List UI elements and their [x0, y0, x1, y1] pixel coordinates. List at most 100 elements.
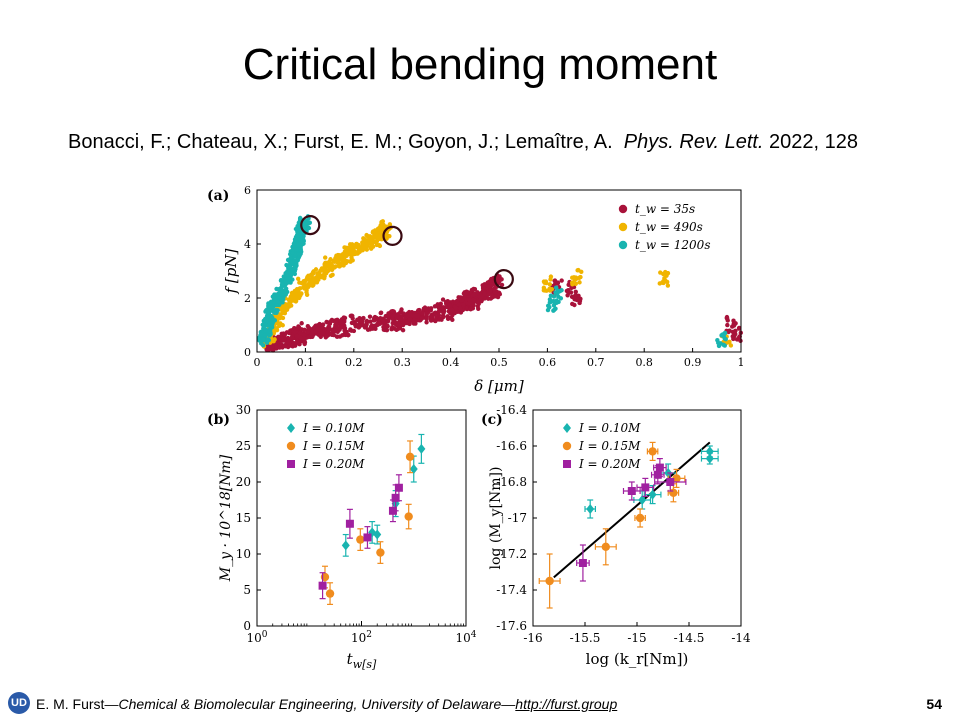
- data-point: [365, 319, 370, 325]
- y-tick-label: 30: [236, 403, 251, 417]
- data-point: [306, 282, 311, 287]
- data-point: [342, 315, 348, 321]
- y-tick-label: -17: [508, 511, 527, 525]
- data-point: [541, 279, 547, 284]
- data-point: [405, 313, 410, 319]
- legend-marker: [286, 441, 296, 451]
- footer: UD E. M. Furst—Chemical & Biomolecular E…: [0, 688, 960, 720]
- y-tick-label: 0: [244, 346, 251, 359]
- data-point: [548, 293, 554, 298]
- data-point: [286, 337, 291, 342]
- data-point: [265, 337, 270, 342]
- data-point: [264, 318, 270, 324]
- data-point: [322, 273, 327, 279]
- y-tick-label: 4: [244, 238, 251, 251]
- citation-journal: Phys. Rev. Lett.: [623, 131, 764, 153]
- data-point: [349, 255, 354, 260]
- y-tick-label: 2: [244, 292, 251, 305]
- data-point: [398, 317, 403, 322]
- legend-marker: [618, 240, 628, 250]
- x-tick-label: -14: [731, 631, 751, 645]
- legend-label: t_w = 490s: [635, 220, 703, 234]
- data-point: [488, 296, 493, 301]
- legend-label: I = 0.15M: [578, 439, 641, 453]
- y-tick-label: 5: [243, 583, 251, 597]
- data-point: [400, 321, 405, 326]
- data-point: [271, 339, 276, 344]
- footer-separator: —: [501, 696, 516, 712]
- data-point: [269, 323, 275, 328]
- data-point: [295, 289, 300, 294]
- data-point: [269, 313, 274, 319]
- x-tick-label: 0: [254, 356, 261, 369]
- data-point: [417, 443, 426, 454]
- data-point: [440, 297, 446, 302]
- data-point: [354, 242, 359, 247]
- legend-label: I = 0.20M: [302, 457, 365, 471]
- data-point: [316, 332, 322, 337]
- data-point: [294, 247, 300, 252]
- data-point: [361, 236, 366, 241]
- data-point: [489, 276, 494, 282]
- data-point: [449, 307, 455, 313]
- data-point: [397, 322, 402, 328]
- data-point: [289, 290, 295, 296]
- y-tick-label: 15: [236, 511, 251, 525]
- data-point: [308, 334, 313, 339]
- data-point: [278, 277, 284, 283]
- data-point: [389, 327, 394, 332]
- data-point: [705, 453, 714, 464]
- data-point: [316, 270, 322, 275]
- data-point: [296, 295, 302, 301]
- legend-label: I = 0.20M: [578, 457, 641, 471]
- data-point: [573, 275, 578, 280]
- data-point: [304, 276, 310, 281]
- data-point: [325, 589, 335, 598]
- data-point: [641, 483, 650, 492]
- data-point: [736, 326, 742, 331]
- data-point: [310, 330, 315, 335]
- data-point: [367, 314, 373, 319]
- chart-panel-b: (b) 100 102 104 0 5 10 15 20 25 30 tw[s] M_y · 10^18…: [207, 403, 477, 671]
- data-point: [378, 224, 383, 230]
- data-point: [725, 322, 730, 328]
- data-point: [328, 265, 333, 271]
- data-point: [666, 478, 675, 486]
- slide-title: Critical bending moment: [242, 40, 718, 89]
- data-point: [417, 307, 422, 313]
- data-point: [296, 242, 301, 247]
- y-tick-label: 0: [243, 619, 251, 633]
- data-point: [572, 296, 577, 301]
- university-logo-icon: UD: [8, 692, 30, 714]
- data-point: [356, 248, 362, 253]
- x-tick-label: 0.2: [345, 356, 363, 369]
- data-point: [318, 328, 323, 333]
- data-point: [363, 533, 372, 542]
- y-tick-label: 20: [236, 475, 251, 489]
- data-point: [424, 320, 429, 325]
- data-point: [437, 308, 442, 314]
- data-point: [665, 283, 671, 288]
- panel-label: (a): [207, 188, 229, 204]
- data-point: [655, 463, 664, 472]
- data-point: [298, 238, 304, 244]
- data-point: [635, 513, 645, 523]
- data-point: [305, 329, 311, 334]
- data-point: [345, 259, 350, 264]
- data-point: [458, 295, 463, 301]
- data-point: [541, 288, 547, 293]
- data-point: [304, 289, 309, 295]
- y-axis-label: M_y · 10^18[Nm]: [218, 454, 234, 582]
- data-point: [277, 315, 283, 321]
- data-point: [328, 257, 333, 262]
- data-point: [329, 317, 335, 323]
- data-point: [283, 279, 289, 284]
- data-point: [379, 219, 384, 225]
- data-point: [358, 323, 363, 328]
- data-point: [295, 276, 301, 282]
- footer-link[interactable]: http://furst.group: [515, 696, 618, 712]
- data-point: [448, 315, 454, 321]
- data-point: [292, 271, 297, 277]
- data-point: [659, 280, 665, 285]
- data-point: [266, 344, 272, 350]
